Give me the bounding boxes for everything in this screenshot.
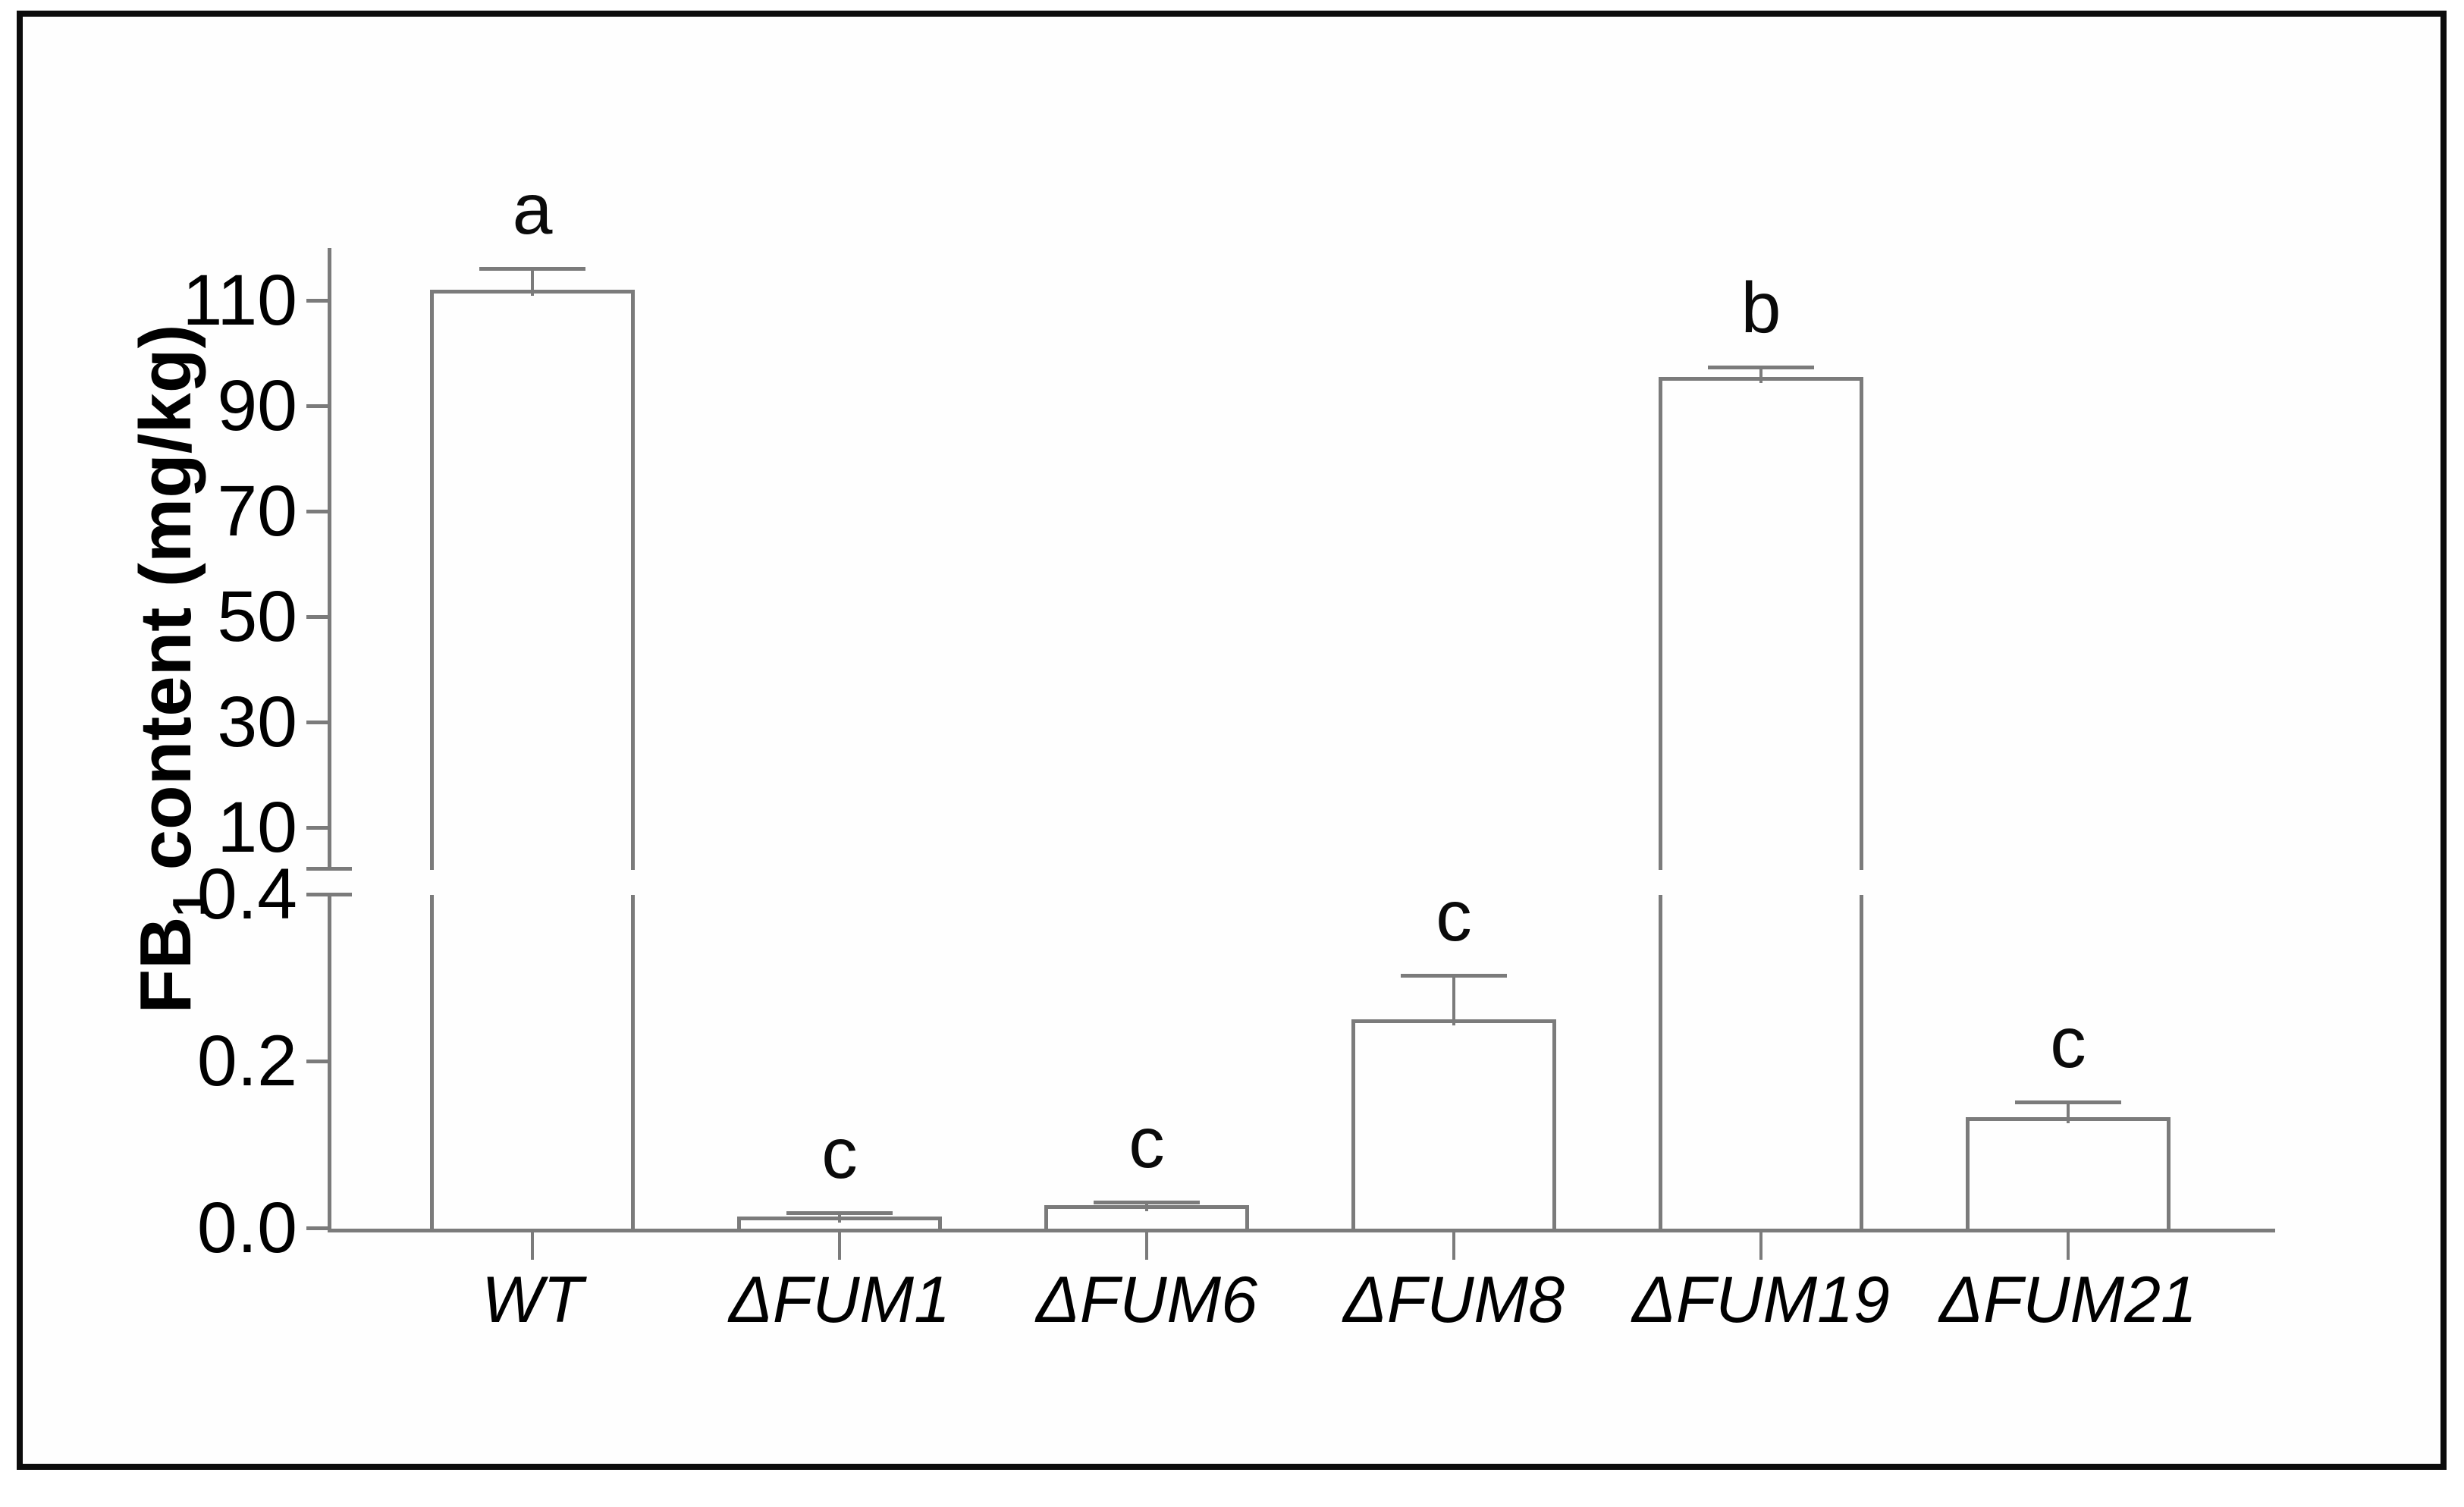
y-tick bbox=[306, 404, 328, 408]
significance-letter: c bbox=[1436, 875, 1472, 956]
significance-letter: c bbox=[821, 1113, 858, 1195]
y-axis-lower-segment bbox=[328, 893, 331, 1232]
y-axis-title-suffix: content (mg/kg) bbox=[124, 324, 206, 891]
error-bar-cap bbox=[1094, 1200, 1200, 1204]
x-category-label: WT bbox=[482, 1264, 583, 1336]
bar-edge-left bbox=[1659, 895, 1662, 1229]
y-axis-title-subscript: 1 bbox=[164, 890, 217, 917]
x-axis-line bbox=[328, 1229, 2275, 1232]
error-bar-stem bbox=[1452, 975, 1455, 1025]
figure-frame: 110 90 70 50 30 10 0.4 0.2 0.0 a WT c ΔFUM1 c ΔFUM6 c ΔF… bbox=[17, 11, 2447, 1470]
y-tick-label: 30 bbox=[217, 682, 297, 762]
error-bar-cap bbox=[479, 267, 585, 272]
significance-letter: a bbox=[512, 169, 553, 250]
y-tick-label: 110 bbox=[182, 260, 297, 341]
error-bar-cap bbox=[2015, 1100, 2121, 1104]
x-tick bbox=[1145, 1232, 1148, 1260]
y-tick-label: 0.0 bbox=[196, 1188, 297, 1268]
x-category-label: ΔFUM19 bbox=[1632, 1264, 1890, 1336]
bar-WT bbox=[430, 290, 635, 870]
y-tick-label: 70 bbox=[217, 471, 297, 551]
x-tick bbox=[838, 1232, 841, 1260]
x-tick bbox=[1452, 1232, 1455, 1260]
error-bar-stem bbox=[2067, 1101, 2070, 1123]
bar-edge-right bbox=[1860, 895, 1863, 1229]
y-tick-label: 0.4 bbox=[196, 854, 297, 934]
error-bar-cap bbox=[1401, 973, 1507, 978]
x-category-label: ΔFUM8 bbox=[1343, 1264, 1565, 1336]
error-bar-stem bbox=[838, 1213, 841, 1223]
bar-edge-right bbox=[631, 895, 635, 1229]
y-tick-label: 0.2 bbox=[196, 1021, 297, 1101]
y-tick bbox=[306, 1226, 328, 1230]
axis-break-mark-upper bbox=[306, 867, 352, 871]
y-axis-title-prefix: FB bbox=[124, 916, 206, 1014]
y-axis-upper-segment bbox=[328, 248, 331, 870]
y-tick bbox=[306, 826, 328, 830]
error-bar-stem bbox=[531, 268, 534, 297]
significance-letter: c bbox=[2050, 1002, 2086, 1083]
significance-letter: c bbox=[1128, 1102, 1165, 1183]
y-tick bbox=[306, 299, 328, 303]
error-bar-stem bbox=[1759, 367, 1762, 383]
axis-break-mark-lower bbox=[306, 893, 352, 896]
x-category-label: ΔFUM21 bbox=[1939, 1264, 2197, 1336]
x-category-label: ΔFUM1 bbox=[729, 1264, 950, 1336]
y-tick bbox=[306, 721, 328, 724]
y-tick-label: 90 bbox=[217, 366, 297, 446]
y-axis-title: FB1 content (mg/kg) bbox=[124, 324, 217, 1013]
y-tick-label: 10 bbox=[217, 787, 297, 868]
x-tick bbox=[531, 1232, 534, 1260]
x-tick bbox=[1759, 1232, 1762, 1260]
error-bar-cap bbox=[1708, 366, 1814, 370]
y-tick bbox=[306, 510, 328, 513]
y-tick bbox=[306, 615, 328, 619]
bar-ΔFUM19 bbox=[1659, 376, 1863, 870]
x-tick bbox=[2067, 1232, 2070, 1260]
error-bar-stem bbox=[1145, 1201, 1148, 1212]
bar-chart: 110 90 70 50 30 10 0.4 0.2 0.0 a WT c ΔFUM1 c ΔFUM6 c ΔF… bbox=[23, 17, 2464, 1507]
y-tick bbox=[306, 893, 328, 896]
bar-ΔFUM8 bbox=[1351, 1019, 1556, 1229]
significance-letter: b bbox=[1740, 268, 1781, 349]
error-bar-cap bbox=[786, 1211, 893, 1216]
bar-edge-left bbox=[430, 895, 434, 1229]
x-category-label: ΔFUM6 bbox=[1036, 1264, 1257, 1336]
y-tick-label: 50 bbox=[217, 576, 297, 657]
y-tick bbox=[306, 1060, 328, 1063]
bar-ΔFUM21 bbox=[1966, 1116, 2171, 1229]
